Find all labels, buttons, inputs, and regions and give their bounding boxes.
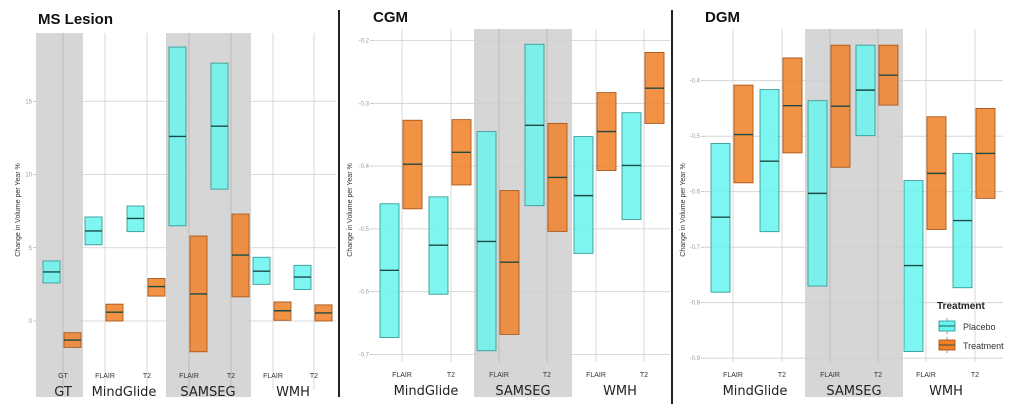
legend: Treatment Placebo Treatment <box>937 301 1004 353</box>
y-tick-label: -0.9 <box>690 356 701 362</box>
legend-label-placebo: Placebo <box>963 322 996 332</box>
x-tick-label: FLAIR <box>916 372 936 379</box>
x-tick-label: FLAIR <box>820 372 840 379</box>
panel-ms-lesion: 0 5 10 15 GT GT FLAIR T2 MindGlide FLAIR T2 SAMSEG F… <box>15 11 336 400</box>
y-tick-label: 5 <box>29 246 33 252</box>
y-tick-label: 15 <box>25 99 32 105</box>
x-tick-label: T2 <box>778 372 786 379</box>
panel-title: DGM <box>705 9 740 26</box>
panel-cgm: -0.2 -0.3 -0.4 -0.5 -0.6 -0.7 FLAIR T2 MindGlide… <box>347 9 670 399</box>
group-label-samseg: SAMSEG <box>180 385 235 400</box>
y-tick-label: -0.2 <box>359 39 370 45</box>
x-tick-label: GT <box>58 373 68 380</box>
group-label-wmh: WMH <box>603 384 637 399</box>
y-axis-label: Change in Volume per Year % <box>347 163 354 256</box>
y-tick-label: 10 <box>25 173 32 179</box>
y-tick-label: 0 <box>29 319 33 325</box>
y-tick-label: -0.6 <box>359 290 370 296</box>
x-tick-label: FLAIR <box>489 372 509 379</box>
x-tick-label: FLAIR <box>586 372 606 379</box>
group-label-samseg: SAMSEG <box>826 384 881 399</box>
group-label-samseg: SAMSEG <box>495 384 550 399</box>
x-tick-label: T2 <box>640 372 648 379</box>
panel-title: MS Lesion <box>38 11 113 28</box>
y-tick-label: -0.7 <box>359 353 370 359</box>
y-axis-label: Change in Volume per Year % <box>680 163 687 256</box>
legend-label-treatment: Treatment <box>963 341 1004 351</box>
legend-key-placebo <box>938 318 956 334</box>
y-tick-label: -0.3 <box>359 101 370 107</box>
x-tick-label: T2 <box>874 372 882 379</box>
y-tick-label: -0.5 <box>690 134 701 140</box>
y-tick-label: -0.6 <box>690 190 701 196</box>
group-label-mindglide: MindGlide <box>723 384 788 399</box>
group-label-gt: GT <box>54 385 72 400</box>
x-tick-label: T2 <box>543 372 551 379</box>
x-tick-label: T2 <box>227 373 235 380</box>
x-tick-label: T2 <box>143 373 151 380</box>
x-tick-label: T2 <box>447 372 455 379</box>
group-label-mindglide: MindGlide <box>394 384 459 399</box>
y-tick-label: -0.8 <box>690 301 701 307</box>
box-treatment-mindglide-t2 <box>147 278 166 297</box>
group-label-wmh: WMH <box>929 384 963 399</box>
y-tick-label: -0.4 <box>359 164 370 170</box>
group-label-wmh: WMH <box>276 385 310 400</box>
y-tick-label: -0.7 <box>690 245 701 251</box>
panel-dgm: -0.4 -0.5 -0.6 -0.7 -0.8 -0.9 FLAIR T2 MindGlide… <box>680 9 1004 399</box>
x-tick-label: FLAIR <box>723 372 743 379</box>
legend-key-treatment <box>938 337 956 353</box>
x-tick-label: FLAIR <box>179 373 199 380</box>
y-tick-label: -0.5 <box>359 227 370 233</box>
legend-title: Treatment <box>937 301 985 312</box>
x-tick-label: FLAIR <box>95 373 115 380</box>
group-label-mindglide: MindGlide <box>92 385 157 400</box>
x-tick-label: FLAIR <box>263 373 283 380</box>
y-tick-label: -0.4 <box>690 79 701 85</box>
x-tick-label: T2 <box>310 373 318 380</box>
panel-title: CGM <box>373 9 408 26</box>
x-tick-label: FLAIR <box>392 372 412 379</box>
y-axis-label: Change in Volume per Year % <box>15 163 22 256</box>
x-tick-label: T2 <box>971 372 979 379</box>
